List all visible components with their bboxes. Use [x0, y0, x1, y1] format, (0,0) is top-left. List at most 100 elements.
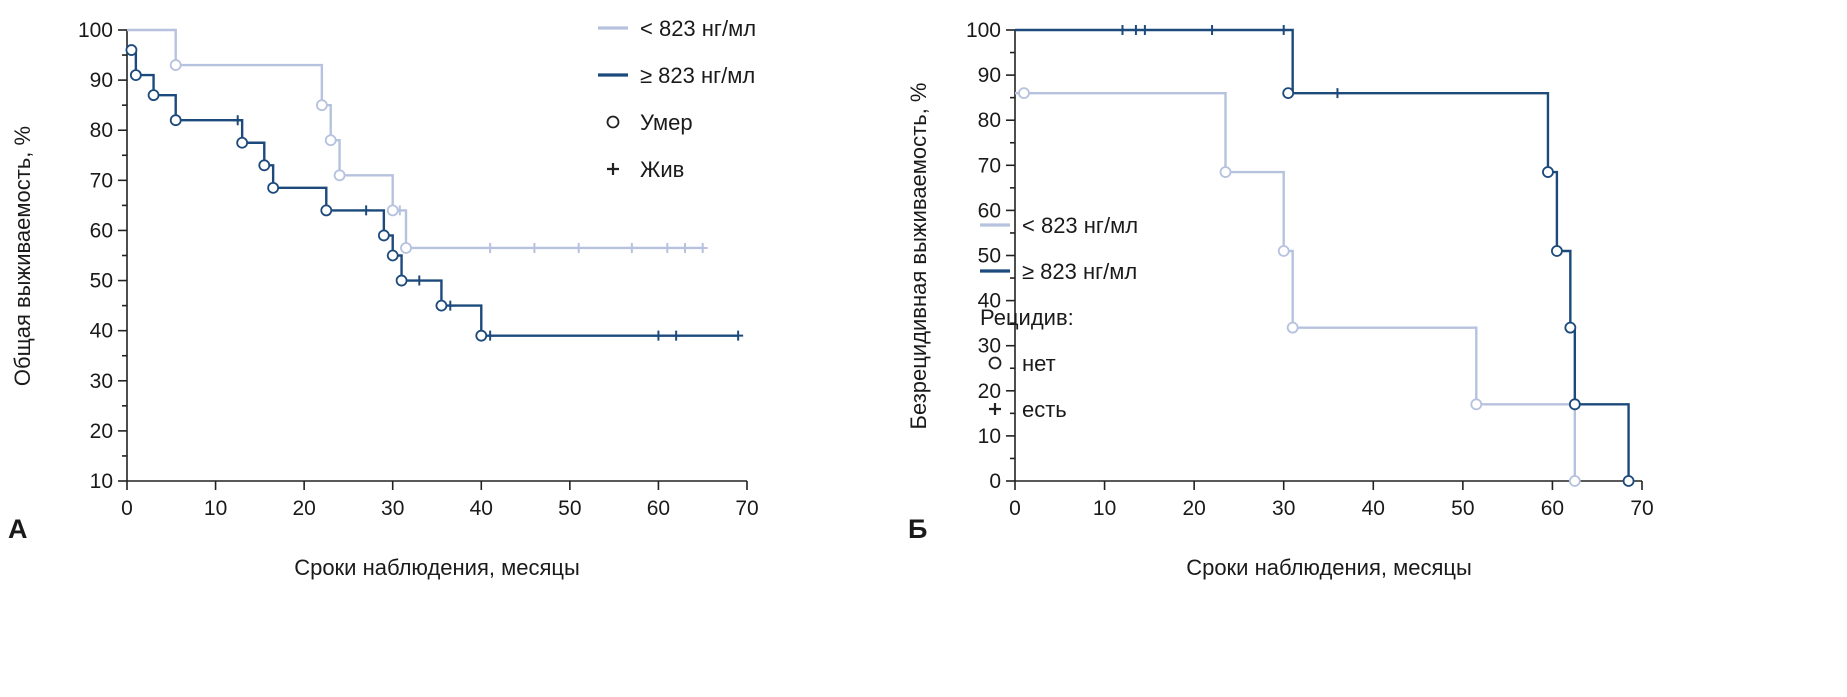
- recurrence-free-survival-chart: Безрецидивная выживаемость, % Сроки набл…: [906, 19, 1654, 580]
- censor-marker: [361, 205, 372, 216]
- x-tick-label: 10: [204, 497, 227, 520]
- y-tick-label: 10: [90, 470, 113, 493]
- event-marker: [1622, 475, 1635, 487]
- censor-marker: [414, 275, 425, 286]
- event-marker: [475, 329, 488, 342]
- event-marker: [315, 99, 328, 112]
- event-marker: [1551, 245, 1563, 257]
- event-marker: [1018, 87, 1030, 100]
- censor-marker: [485, 242, 496, 253]
- event-marker: [129, 69, 142, 81]
- censor-marker: [671, 330, 682, 341]
- legend-label: < 823 нг/мл: [640, 16, 756, 41]
- x-tick-label: 30: [381, 497, 404, 520]
- y-tick-label: 60: [90, 219, 113, 242]
- x-axis-title: Сроки наблюдения, месяцы: [294, 555, 580, 580]
- y-tick-label: 0: [989, 470, 1001, 493]
- event-marker: [1277, 245, 1290, 257]
- legend-label: < 823 нг/мл: [1022, 213, 1138, 238]
- y-axis-title: Общая выживаемость, %: [10, 126, 35, 386]
- censor-marker: [573, 242, 584, 253]
- event-marker: [386, 249, 399, 262]
- y-axis-title: Безрецидивная выживаемость, %: [906, 83, 931, 430]
- km-step-curve: [1015, 91, 1577, 481]
- legend-circle-icon: [988, 356, 1002, 370]
- censor-marker: [680, 242, 690, 253]
- legend-label: есть: [1022, 397, 1067, 422]
- y-tick-label: 100: [78, 19, 113, 42]
- censor-marker: [1207, 25, 1218, 35]
- legend-label: ≥ 823 нг/мл: [640, 63, 755, 88]
- event-marker: [1286, 321, 1299, 334]
- y-tick-label: 10: [978, 425, 1001, 448]
- censor-marker: [662, 242, 673, 253]
- censor-marker: [653, 330, 664, 341]
- censor-marker: [626, 242, 637, 253]
- event-marker: [1219, 166, 1232, 178]
- censor-marker: [529, 242, 540, 253]
- censor-marker: [1130, 25, 1141, 35]
- censor-marker: [232, 115, 243, 126]
- x-tick-label: 20: [292, 497, 315, 520]
- x-tick-label: 0: [121, 497, 133, 520]
- censor-marker: [1117, 25, 1128, 35]
- x-tick-label: 50: [558, 497, 581, 520]
- event-marker: [258, 159, 271, 172]
- y-tick-label: 90: [90, 69, 113, 92]
- event-marker: [1564, 321, 1577, 334]
- legend-label: нет: [1022, 351, 1056, 376]
- y-tick-label: 20: [978, 380, 1001, 403]
- event-marker: [169, 114, 182, 127]
- y-tick-label: 80: [90, 119, 113, 142]
- event-marker: [1568, 475, 1581, 487]
- x-tick-label: 40: [470, 497, 493, 520]
- x-tick-label: 50: [1451, 497, 1474, 520]
- event-marker: [324, 134, 337, 147]
- panel-overall-survival: Общая выживаемость, % Сроки наблюдения, …: [0, 0, 900, 697]
- legend-label: Умер: [640, 110, 693, 135]
- km-step-curve: [127, 28, 703, 250]
- censor-marker: [733, 330, 744, 341]
- event-marker: [1568, 398, 1581, 411]
- legend-label: Жив: [640, 157, 684, 182]
- x-tick-label: 40: [1362, 497, 1385, 520]
- y-tick-label: 60: [978, 199, 1001, 222]
- event-marker: [377, 229, 390, 242]
- overall-survival-chart: Общая выживаемость, % Сроки наблюдения, …: [8, 16, 759, 580]
- y-tick-label: 40: [90, 320, 113, 343]
- y-tick-label: 30: [90, 370, 113, 393]
- y-tick-label: 70: [978, 154, 1001, 177]
- y-tick-label: 100: [966, 19, 1001, 42]
- legend-plus-icon: [607, 163, 619, 175]
- x-tick-label: 60: [1541, 497, 1564, 520]
- x-tick-label: 30: [1272, 497, 1295, 520]
- km-step-curve: [127, 48, 739, 337]
- y-tick-label: 70: [90, 169, 113, 192]
- event-marker: [400, 242, 412, 254]
- event-marker: [169, 59, 182, 71]
- y-tick-label: 50: [978, 245, 1001, 268]
- censor-marker: [1332, 88, 1343, 99]
- x-tick-label: 70: [735, 497, 758, 520]
- event-marker: [395, 274, 408, 287]
- panel-letter: Б: [908, 514, 927, 544]
- y-tick-label: 90: [978, 64, 1001, 87]
- km-step-curve: [1015, 28, 1630, 481]
- legend-label: ≥ 823 нг/мл: [1022, 259, 1137, 284]
- x-axis-title: Сроки наблюдения, месяцы: [1186, 555, 1472, 580]
- x-tick-label: 10: [1093, 497, 1116, 520]
- y-tick-label: 40: [978, 290, 1001, 313]
- legend-circle-icon: [606, 115, 620, 129]
- event-marker: [386, 204, 399, 217]
- censor-marker: [1139, 25, 1150, 35]
- event-marker: [236, 136, 249, 149]
- legend-label: Рецидив:: [980, 305, 1074, 330]
- y-tick-label: 20: [90, 420, 113, 443]
- censor-marker: [1278, 25, 1289, 35]
- y-tick-label: 50: [90, 270, 113, 293]
- censor-marker: [697, 242, 708, 253]
- event-marker: [333, 169, 346, 182]
- event-marker: [125, 44, 138, 56]
- x-tick-label: 0: [1009, 497, 1021, 520]
